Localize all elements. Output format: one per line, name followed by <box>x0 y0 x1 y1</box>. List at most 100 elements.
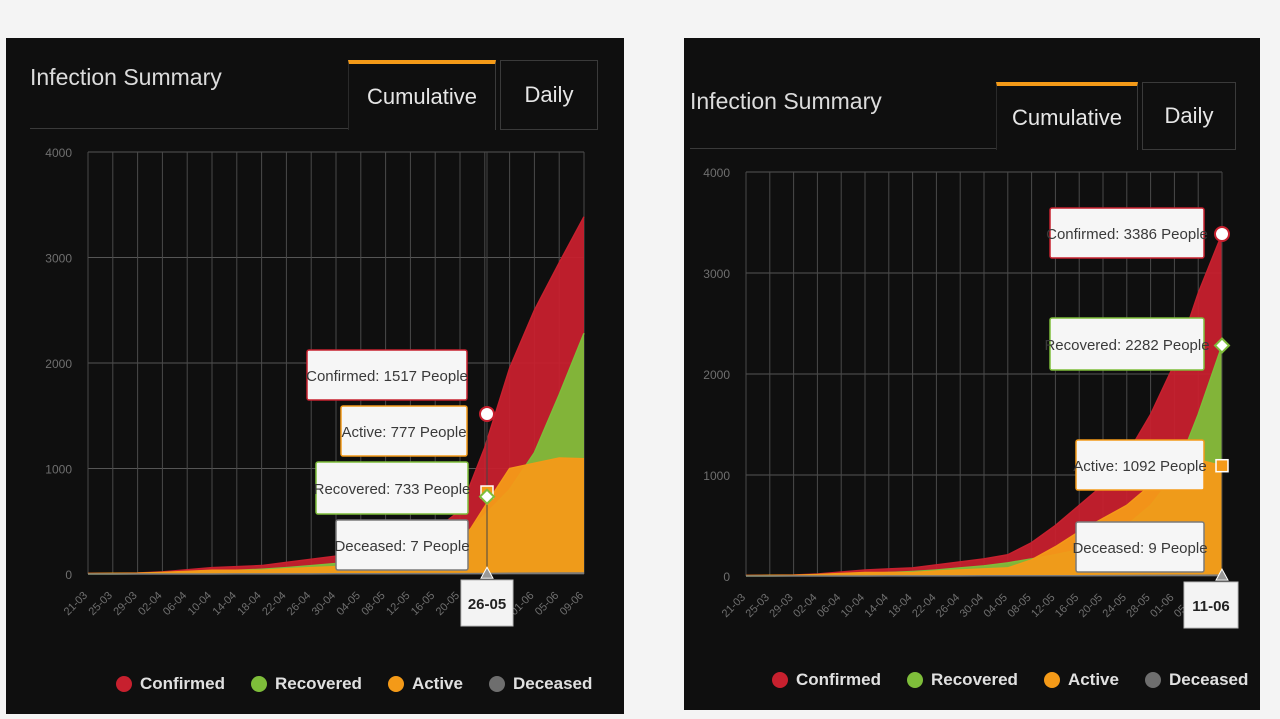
hover-x-label: 11-06 <box>1192 598 1230 615</box>
tooltip-text: Confirmed: 3386 People <box>1046 226 1208 243</box>
x-tick-label: 08-05 <box>1005 592 1033 620</box>
y-tick-label: 0 <box>723 570 730 584</box>
legend-dot-icon <box>488 676 505 692</box>
x-tick-label: 18-04 <box>235 590 263 618</box>
hover-x-label-box <box>460 579 514 627</box>
y-tick-label: 1000 <box>703 469 730 483</box>
area-chart: 0 1000 2000 3000 4000 21-0325-0329-0302-0406-… <box>45 146 586 627</box>
x-tick-label: 29-03 <box>111 590 139 618</box>
x-tick-label: 24-05 <box>1101 592 1129 620</box>
x-tick-label: 29-03 <box>767 592 795 620</box>
tooltip-box <box>315 461 469 515</box>
legend-recovered[interactable]: Recovered <box>251 674 362 694</box>
legend-label: Recovered <box>931 670 1018 689</box>
x-tick-label: 01-06 <box>1148 592 1176 620</box>
x-tick-label: 22-04 <box>260 590 288 618</box>
hover-point-active <box>1215 458 1229 473</box>
tooltip-text: Confirmed: 1517 People <box>306 368 468 385</box>
legend-deceased[interactable]: Deceased <box>1144 670 1249 690</box>
y-tick-label: 1000 <box>45 463 72 477</box>
x-tick-label: 06-04 <box>815 592 843 620</box>
x-tick-label: 20-05 <box>1077 592 1105 620</box>
x-tick-label: 30-04 <box>310 590 338 618</box>
infection-summary-panel-left: Infection Summary Cumulative Daily 0 1000… <box>6 38 624 714</box>
header-divider <box>30 128 348 129</box>
series-line-active <box>745 459 1223 577</box>
legend-label: Active <box>1067 670 1119 689</box>
legend-dot-icon <box>387 676 404 692</box>
tooltip-box <box>335 519 469 571</box>
x-tick-label: 08-05 <box>359 590 387 618</box>
tooltip-text: Recovered: 2282 People <box>1044 337 1209 354</box>
tooltip-box <box>1049 317 1205 371</box>
panel-title: Infection Summary <box>690 88 882 114</box>
tab-daily[interactable]: Daily <box>1142 82 1236 150</box>
series-line-confirmed <box>745 233 1223 577</box>
y-tick-label: 3000 <box>703 267 730 281</box>
legend-confirmed[interactable]: Confirmed <box>116 674 225 694</box>
x-tick-label: 10-04 <box>186 590 214 618</box>
tab-daily[interactable]: Daily <box>500 60 598 130</box>
tab-cumulative[interactable]: Cumulative <box>348 60 496 130</box>
x-tick-label: 25-03 <box>87 590 115 618</box>
x-tick-label: 04-05 <box>335 590 363 618</box>
y-tick-label: 2000 <box>703 368 730 382</box>
legend-confirmed[interactable]: Confirmed <box>772 670 881 690</box>
x-tick-label: 06-04 <box>161 590 189 618</box>
legend-label: Active <box>411 674 463 693</box>
legend-dot-icon <box>907 672 923 688</box>
x-tick-label: 14-04 <box>211 590 239 618</box>
x-tick-label: 09-06 <box>558 590 586 618</box>
hover-point-confirmed <box>1214 226 1230 243</box>
legend-deceased[interactable]: Deceased <box>488 674 593 694</box>
tooltip-box <box>340 405 468 457</box>
legend-label: Deceased <box>1168 670 1249 689</box>
x-tick-label: 02-04 <box>791 592 819 620</box>
hover-point-deceased <box>480 566 494 579</box>
chart-legend: Confirmed Recovered Active Deceased <box>772 670 1248 690</box>
legend-dot-icon <box>772 672 788 688</box>
x-tick-label: 20-05 <box>434 590 462 618</box>
y-tick-label: 0 <box>65 568 72 582</box>
hover-point-recovered <box>478 488 496 506</box>
hover-x-label-box <box>1183 581 1239 629</box>
x-tick-label: 10-04 <box>839 592 867 620</box>
hover-point-recovered <box>1213 337 1231 354</box>
legend-active[interactable]: Active <box>1043 670 1119 690</box>
legend-active[interactable]: Active <box>387 674 463 694</box>
panel-title: Infection Summary <box>30 64 222 90</box>
x-tick-label: 05-06 <box>533 590 561 618</box>
x-tick-label: 22-04 <box>910 592 938 620</box>
x-tick-label: 30-04 <box>958 592 986 620</box>
tooltip-text: Recovered: 733 People <box>314 481 471 498</box>
tooltip-text: Deceased: 9 People <box>1072 540 1207 557</box>
legend-dot-icon <box>1144 672 1161 688</box>
x-tick-label: 21-03 <box>62 590 90 618</box>
x-tick-label: 18-04 <box>886 592 914 620</box>
header-divider <box>690 148 996 149</box>
y-tick-label: 4000 <box>703 166 730 180</box>
area-active <box>88 457 584 574</box>
y-tick-label: 2000 <box>45 357 72 371</box>
x-tick-label: 28-05 <box>1124 592 1152 620</box>
tooltip-text: Deceased: 7 People <box>334 538 469 555</box>
chart-legend: Confirmed Recovered Active Deceased <box>116 674 592 694</box>
x-tick-label: 14-04 <box>863 592 891 620</box>
x-tick-label: 16-05 <box>1053 592 1081 620</box>
tooltip-box <box>306 349 468 401</box>
legend-dot-icon <box>1043 672 1060 688</box>
tooltip-text: Active: 777 People <box>341 424 466 441</box>
legend-dot-icon <box>116 676 132 692</box>
area-chart: 0 1000 2000 3000 4000 21-0325-0329-0302-0406-… <box>703 166 1239 629</box>
x-tick-label: 26-04 <box>285 590 313 618</box>
legend-label: Deceased <box>512 674 593 693</box>
legend-recovered[interactable]: Recovered <box>907 670 1018 690</box>
legend-label: Confirmed <box>140 674 225 693</box>
tab-cumulative[interactable]: Cumulative <box>996 82 1138 150</box>
hover-point-deceased <box>1215 568 1229 581</box>
x-tick-label: 26-04 <box>934 592 962 620</box>
hover-point-confirmed <box>479 405 495 422</box>
infection-summary-panel-right: Infection Summary Cumulative Daily 0 1000… <box>684 38 1260 710</box>
tooltip-text: Active: 1092 People <box>1073 458 1206 475</box>
y-tick-label: 4000 <box>45 146 72 160</box>
